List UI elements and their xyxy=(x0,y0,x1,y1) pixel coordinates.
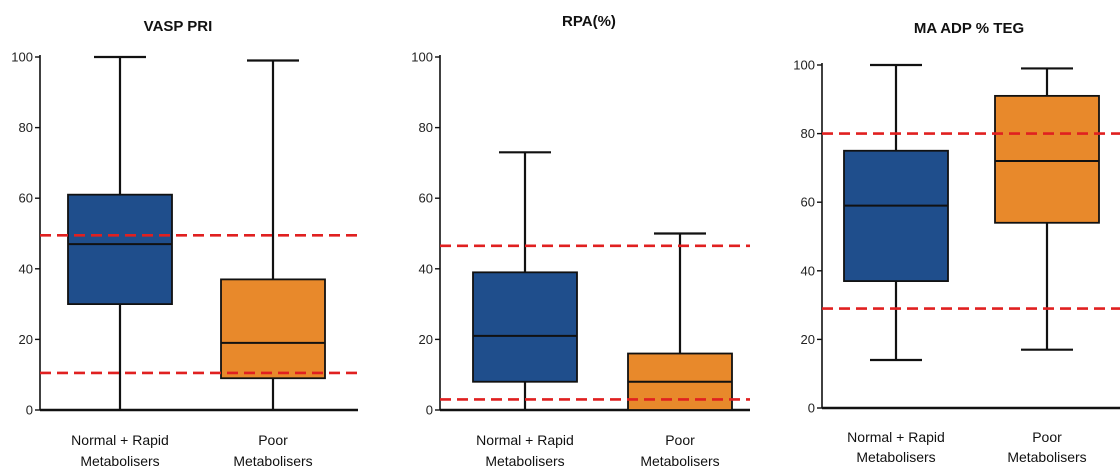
chart-title: RPA(%) xyxy=(562,13,616,30)
y-tick-label: 40 xyxy=(19,261,33,276)
y-tick-label: 0 xyxy=(426,403,433,418)
y-tick-label: 100 xyxy=(11,50,33,65)
y-tick-label: 40 xyxy=(419,261,433,276)
box-normal-rapid xyxy=(843,63,949,362)
chart-panel-1: VASP PRI 0 20 40 60 80 100 Normal + Rapid Metabo… xyxy=(11,18,358,469)
y-tick-label: 60 xyxy=(419,191,433,206)
y-tick-label: 20 xyxy=(801,332,815,347)
chart-panel-2: RPA(%) 0 20 40 60 80 100 Normal + Rapid Metaboli… xyxy=(411,13,750,469)
box-normal-rapid xyxy=(472,151,578,410)
y-tick-label: 80 xyxy=(801,126,815,141)
chart-title: VASP PRI xyxy=(144,18,213,35)
y-tick-label: 100 xyxy=(793,58,815,73)
iqr-box xyxy=(843,149,949,282)
y-tick-label: 20 xyxy=(19,332,33,347)
box-poor xyxy=(627,232,733,411)
y-tick-label: 20 xyxy=(419,332,433,347)
box-poor xyxy=(220,59,326,410)
chart-title: MA ADP % TEG xyxy=(914,20,1024,37)
y-tick-label: 60 xyxy=(801,195,815,210)
x-category-label: Normal + Rapid Metabolisers xyxy=(71,432,169,469)
x-category-label: Normal + Rapid Metabolisers xyxy=(476,432,574,469)
iqr-box xyxy=(67,193,173,305)
box-normal-rapid xyxy=(67,55,173,410)
y-tick-label: 0 xyxy=(808,401,815,416)
iqr-box xyxy=(220,278,326,380)
box-poor xyxy=(994,67,1100,351)
x-category-label: Poor Metabolisers xyxy=(1007,429,1086,465)
y-tick-label: 40 xyxy=(801,263,815,278)
iqr-box xyxy=(994,94,1100,224)
chart-panel-3: MA ADP % TEG 0 20 40 60 80 100 Normal + Rapid Me… xyxy=(793,20,1120,465)
x-category-label: Normal + Rapid Metabolisers xyxy=(847,429,945,465)
x-category-label: Poor Metabolisers xyxy=(640,432,719,469)
iqr-box xyxy=(472,271,578,383)
y-tick-label: 60 xyxy=(19,191,33,206)
y-tick-label: 80 xyxy=(19,120,33,135)
y-tick-label: 80 xyxy=(419,120,433,135)
y-tick-label: 0 xyxy=(26,403,33,418)
x-category-label: Poor Metabolisers xyxy=(233,432,312,469)
y-tick-label: 100 xyxy=(411,50,433,65)
